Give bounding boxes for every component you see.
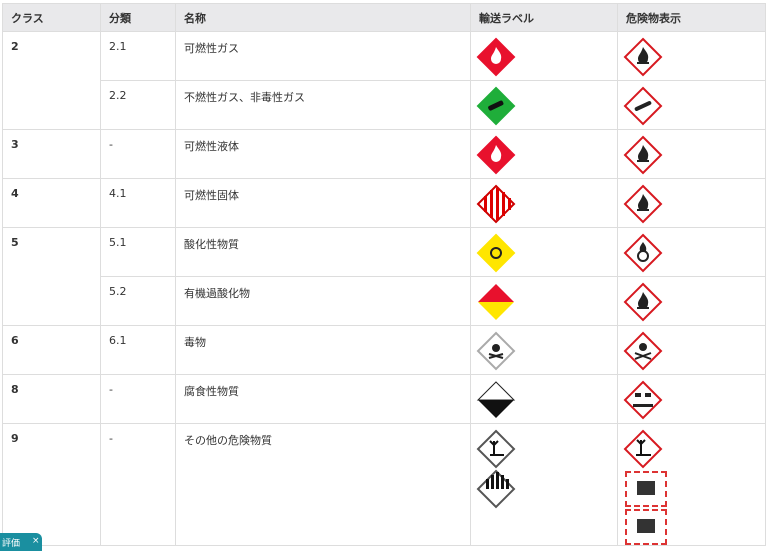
ghs-cell: [617, 227, 766, 277]
table-row: 4 4.1 可燃性固体: [2, 178, 766, 228]
ghs-flame-over-circle-icon: [623, 233, 765, 273]
name-cell: 有機過酸化物: [175, 276, 471, 326]
ghs-skull-icon: [623, 331, 765, 371]
class-cell: 6: [2, 325, 101, 375]
transport-label-cell: [470, 276, 618, 326]
table-row: 5 5.1 酸化性物質: [2, 227, 766, 326]
environment-white-icon: [476, 429, 617, 469]
transport-label-cell: [470, 374, 618, 424]
ghs-cell: [617, 374, 766, 424]
transport-label-cell: [470, 325, 618, 375]
close-icon[interactable]: ×: [32, 536, 40, 546]
class-cell: 8: [2, 374, 101, 424]
ghs-cell: [617, 325, 766, 375]
table-header: クラス 分類 名称 輸送ラベル 危険物表示: [2, 3, 766, 32]
name-cell: その他の危険物質: [175, 423, 471, 546]
transport-label-cell: [470, 227, 618, 277]
name-cell: 腐食性物質: [175, 374, 471, 424]
ghs-gas-cylinder-icon: [623, 86, 765, 126]
ghs-flame-icon: [623, 37, 765, 77]
header-transport-label: 輸送ラベル: [470, 3, 618, 32]
ghs-cell: [617, 276, 766, 326]
header-class: クラス: [2, 3, 101, 32]
division-cell: -: [100, 423, 176, 546]
name-cell: 酸化性物質: [175, 227, 471, 277]
class-cell: 9: [2, 423, 101, 546]
ghs-cell: [617, 178, 766, 228]
lithium-caution-icon: [623, 509, 765, 545]
transport-label-cell: [470, 31, 618, 81]
ghs-flame-icon: [623, 184, 765, 224]
name-cell: 可燃性液体: [175, 129, 471, 179]
division-cell: 2.2: [100, 80, 176, 130]
toxic-white-icon: [476, 331, 617, 371]
division-cell: 5.1: [100, 227, 176, 277]
rating-badge[interactable]: 評価 ×: [0, 533, 42, 551]
rating-label: 評価: [2, 539, 21, 549]
division-cell: 6.1: [100, 325, 176, 375]
name-cell: 可燃性ガス: [175, 31, 471, 81]
ghs-flame-icon: [623, 282, 765, 322]
hazard-class-table: クラス 分類 名称 輸送ラベル 危険物表示 2 2.1 可燃性ガス 2.2 不燃性ガス、…: [2, 3, 766, 546]
organic-peroxide-red-yellow-icon: [476, 282, 617, 322]
name-cell: 可燃性固体: [175, 178, 471, 228]
ghs-cell: [617, 129, 766, 179]
ghs-corrosion-icon: [623, 380, 765, 420]
header-division: 分類: [100, 3, 176, 32]
class-cell: 3: [2, 129, 101, 179]
class-cell: 5: [2, 227, 101, 326]
header-ghs: 危険物表示: [617, 3, 766, 32]
ghs-cell: [617, 80, 766, 130]
table-row: 5.2 有機過酸化物: [3, 276, 766, 326]
division-cell: 5.2: [100, 276, 176, 326]
flammable-liquid-red-icon: [476, 135, 617, 175]
lithium-caution-icon: [623, 471, 765, 507]
table-row: 3- 可燃性液体: [2, 129, 766, 179]
division-cell: -: [100, 129, 176, 179]
oxidizer-yellow-icon: [476, 233, 617, 273]
flammable-gas-red-icon: [476, 37, 617, 77]
table-row: 2 2.1 可燃性ガス: [2, 31, 766, 130]
flammable-solid-stripes-icon: [476, 184, 617, 224]
transport-label-cell: [470, 178, 618, 228]
corrosive-black-white-icon: [476, 380, 617, 420]
ghs-environment-icon: [623, 429, 765, 469]
division-cell: -: [100, 374, 176, 424]
table-row: 6 6.1 毒物: [2, 325, 766, 375]
ghs-cell: [617, 31, 766, 81]
table-row: 9- その他の危険物質: [2, 423, 766, 546]
transport-label-cell: [470, 80, 618, 130]
header-name: 名称: [175, 3, 471, 32]
division-cell: 2.1: [100, 31, 176, 81]
transport-label-cell: [470, 423, 618, 546]
gas-cylinder-green-icon: [476, 86, 617, 126]
ghs-cell: [617, 423, 766, 546]
transport-label-cell: [470, 129, 618, 179]
table-row: 8- 腐食性物質: [2, 374, 766, 424]
table-row: 2.2 不燃性ガス、非毒性ガス: [3, 80, 766, 130]
class-cell: 4: [2, 178, 101, 228]
misc-stripes-icon: [476, 469, 617, 509]
ghs-flame-icon: [623, 135, 765, 175]
division-cell: 4.1: [100, 178, 176, 228]
name-cell: 毒物: [175, 325, 471, 375]
name-cell: 不燃性ガス、非毒性ガス: [175, 80, 471, 130]
class-cell: 2: [2, 31, 101, 130]
